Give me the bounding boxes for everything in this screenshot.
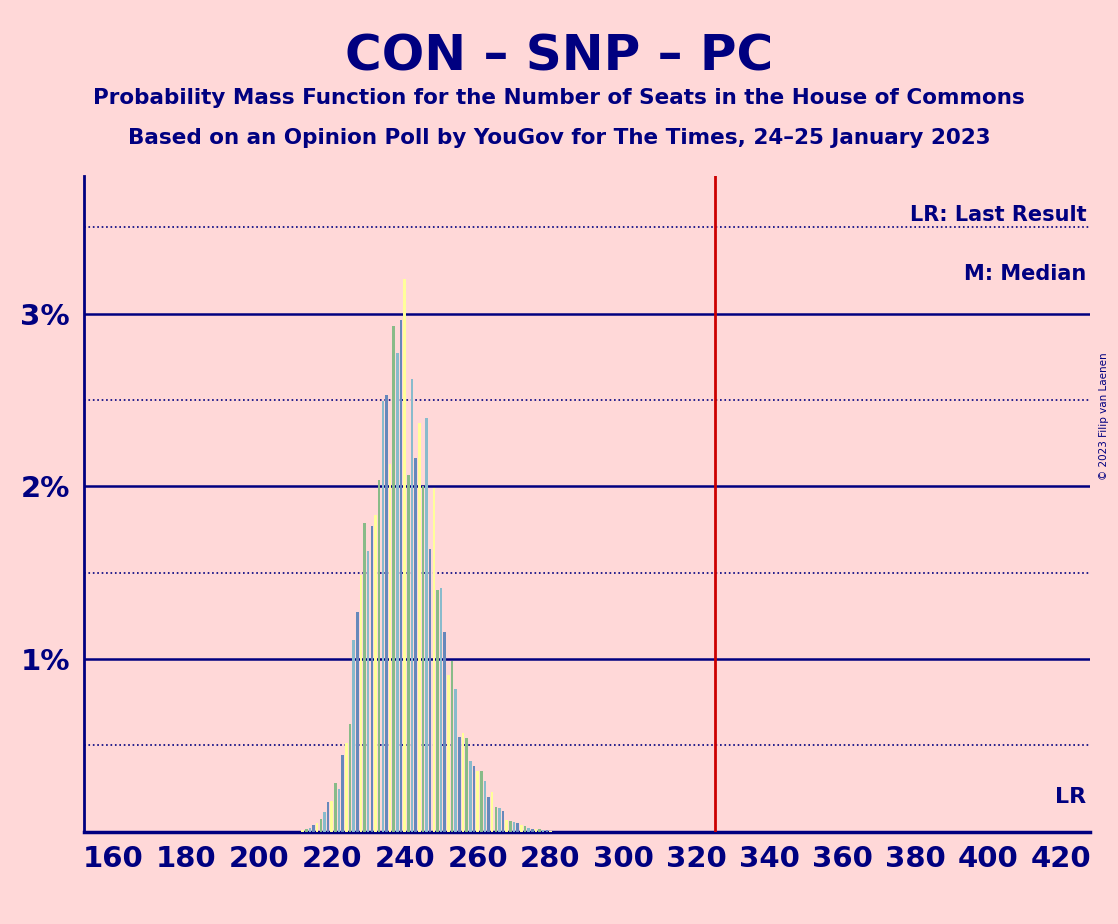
Bar	[487, 797, 490, 832]
Bar	[410, 379, 414, 832]
Bar	[476, 771, 479, 832]
Text: LR: LR	[1055, 786, 1087, 807]
Bar	[312, 825, 315, 832]
Bar	[447, 675, 449, 832]
Bar	[392, 326, 395, 832]
Text: © 2023 Filip van Laenen: © 2023 Filip van Laenen	[1099, 352, 1109, 480]
Bar	[513, 822, 515, 832]
Bar	[415, 457, 417, 832]
Bar	[375, 515, 377, 832]
Bar	[320, 819, 322, 832]
Bar	[444, 632, 446, 832]
Bar	[520, 825, 522, 832]
Bar	[528, 828, 530, 832]
Bar	[494, 807, 498, 832]
Bar	[509, 821, 512, 832]
Bar	[421, 486, 424, 832]
Bar	[542, 830, 544, 832]
Bar	[425, 418, 428, 832]
Bar	[458, 737, 461, 832]
Bar	[345, 743, 348, 832]
Bar	[367, 552, 369, 832]
Bar	[352, 639, 354, 832]
Bar	[433, 489, 435, 832]
Bar	[386, 395, 388, 832]
Bar	[363, 523, 366, 832]
Bar	[470, 761, 472, 832]
Bar	[323, 811, 325, 832]
Bar	[396, 353, 399, 832]
Bar	[451, 661, 453, 832]
Bar	[316, 823, 319, 832]
Text: LR: Last Result: LR: Last Result	[910, 205, 1087, 225]
Bar	[484, 781, 486, 832]
Bar	[517, 823, 519, 832]
Bar	[389, 464, 391, 832]
Bar	[502, 810, 504, 832]
Bar	[439, 588, 443, 832]
Bar	[338, 789, 340, 832]
Bar	[360, 575, 362, 832]
Bar	[341, 755, 344, 832]
Bar	[305, 829, 307, 832]
Bar	[473, 766, 475, 832]
Bar	[378, 480, 380, 832]
Bar	[331, 801, 333, 832]
Text: Based on an Opinion Poll by YouGov for The Times, 24–25 January 2023: Based on an Opinion Poll by YouGov for T…	[127, 128, 991, 148]
Bar	[349, 723, 351, 832]
Bar	[491, 792, 493, 832]
Bar	[407, 475, 409, 832]
Bar	[334, 783, 337, 832]
Bar	[462, 733, 464, 832]
Bar	[418, 423, 420, 832]
Bar	[523, 826, 527, 832]
Bar	[546, 831, 548, 832]
Bar	[480, 771, 483, 832]
Text: Probability Mass Function for the Number of Seats in the House of Commons: Probability Mass Function for the Number…	[93, 88, 1025, 108]
Bar	[356, 613, 359, 832]
Bar	[454, 689, 457, 832]
Bar	[538, 830, 541, 832]
Bar	[309, 829, 311, 832]
Bar	[326, 802, 330, 832]
Bar	[370, 527, 373, 832]
Text: M: Median: M: Median	[964, 264, 1087, 284]
Bar	[549, 831, 552, 832]
Bar	[404, 279, 406, 832]
Bar	[534, 830, 537, 832]
Bar	[400, 321, 402, 832]
Bar	[429, 549, 432, 832]
Bar	[436, 590, 438, 832]
Bar	[499, 808, 501, 832]
Text: CON – SNP – PC: CON – SNP – PC	[344, 32, 774, 80]
Bar	[505, 820, 508, 832]
Bar	[381, 401, 385, 832]
Bar	[302, 831, 304, 832]
Bar	[531, 830, 533, 832]
Bar	[465, 737, 468, 832]
